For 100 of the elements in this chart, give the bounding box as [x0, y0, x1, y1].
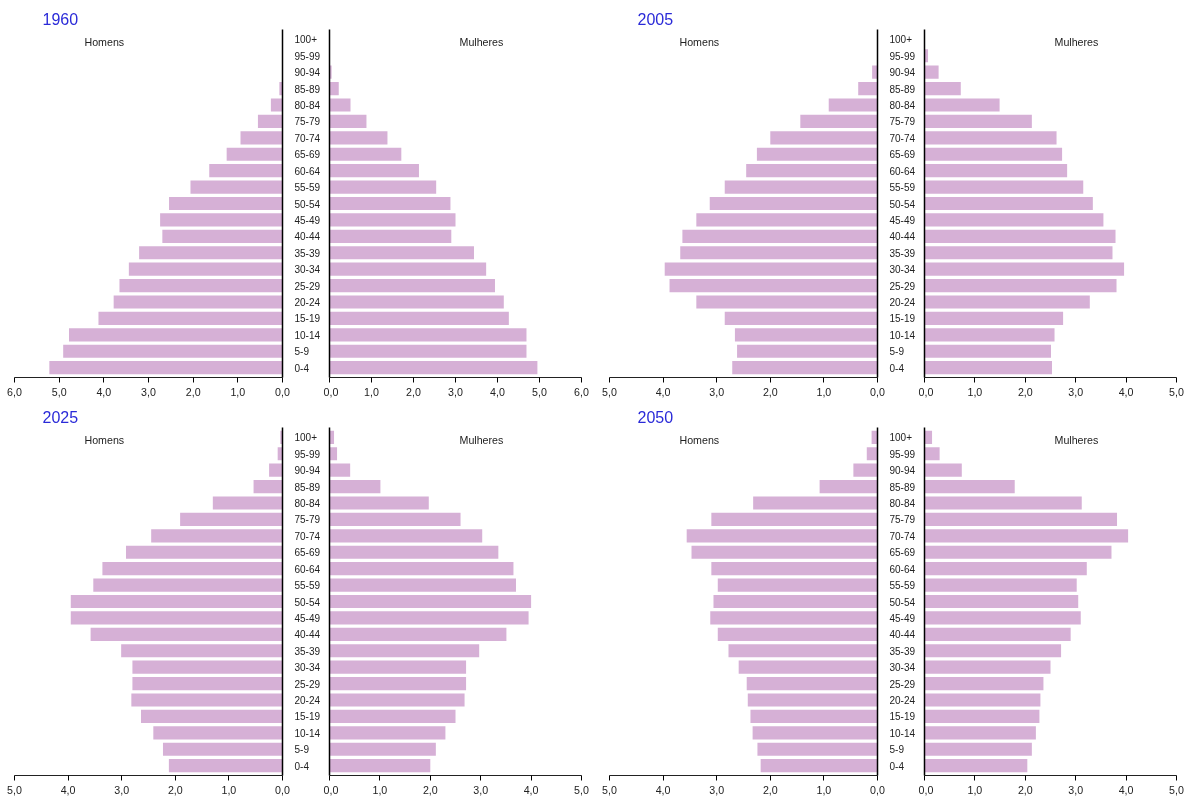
bar	[270, 98, 283, 112]
y-tick-label: 85-89	[889, 481, 916, 493]
bar	[924, 660, 1051, 674]
bar	[711, 562, 878, 576]
y-tick-label: 50-54	[294, 596, 321, 608]
bar	[329, 562, 514, 576]
bar	[710, 611, 878, 625]
bar	[329, 164, 419, 178]
y-tick-label: 5-9	[889, 744, 905, 756]
bar	[924, 529, 1129, 543]
y-tick-label: 45-49	[294, 214, 321, 226]
x-tick-label: 2,0	[185, 385, 201, 398]
y-tick-label: 25-29	[294, 678, 321, 690]
bar	[924, 480, 1015, 494]
y-tick-label: 75-79	[889, 116, 916, 128]
x-tick-label: 4,0	[655, 783, 671, 796]
y-tick-label: 50-54	[294, 198, 321, 210]
chart-title: 2050	[637, 408, 674, 426]
annotation: Mulheres	[459, 433, 504, 446]
bar	[151, 529, 283, 543]
y-tick-label: 10-14	[889, 727, 916, 739]
bar	[924, 361, 1053, 375]
y-tick-label: 95-99	[889, 50, 916, 62]
y-tick-label: 75-79	[294, 116, 321, 128]
y-tick-label: 95-99	[889, 448, 916, 460]
y-tick-label: 55-59	[294, 580, 321, 592]
y-tick-label: 95-99	[294, 50, 321, 62]
bar	[329, 611, 529, 625]
bar	[924, 114, 1032, 128]
y-tick-label: 85-89	[889, 83, 916, 95]
bar	[696, 213, 878, 227]
bar	[713, 594, 878, 609]
y-tick-label: 95-99	[294, 448, 321, 460]
y-tick-label: 40-44	[889, 629, 916, 641]
x-tick-label: 4,0	[490, 385, 505, 398]
bar	[800, 114, 878, 128]
bar	[329, 660, 467, 674]
bar	[70, 594, 283, 609]
x-tick-label: 1,0	[816, 783, 832, 796]
bar	[924, 65, 939, 79]
x-tick-label: 3,0	[1068, 783, 1084, 796]
bar	[93, 578, 283, 592]
bar	[329, 480, 381, 494]
bar	[680, 246, 878, 260]
y-tick-label: 30-34	[889, 662, 916, 674]
y-tick-label: 85-89	[294, 481, 321, 493]
bar	[924, 545, 1112, 559]
bar	[734, 328, 878, 342]
bar	[329, 262, 487, 276]
bar	[858, 82, 878, 96]
y-tick-label: 60-64	[294, 165, 321, 177]
bar	[132, 660, 283, 674]
bar	[153, 726, 283, 740]
bar	[737, 344, 878, 358]
y-tick-label: 45-49	[889, 214, 916, 226]
y-tick-label: 15-19	[294, 711, 321, 723]
annotation: Mulheres	[1054, 35, 1099, 48]
x-tick-label: 1,0	[221, 783, 237, 796]
bar	[329, 180, 437, 194]
annotation: Mulheres	[1054, 433, 1099, 446]
y-tick-label: 5-9	[889, 346, 905, 358]
x-tick-label: 0,0	[323, 385, 339, 398]
bar	[329, 644, 480, 658]
bar	[866, 447, 878, 461]
x-tick-label: 2,0	[762, 783, 778, 796]
y-tick-label: 35-39	[889, 247, 916, 259]
x-tick-label: 3,0	[448, 385, 463, 398]
y-tick-label: 10-14	[294, 329, 321, 341]
chart-title: 2005	[637, 10, 674, 28]
x-tick-label: 4,0	[1118, 783, 1134, 796]
y-tick-label: 0-4	[294, 760, 310, 772]
x-tick-label: 2,0	[406, 385, 421, 398]
bar	[329, 693, 465, 707]
y-tick-label: 70-74	[889, 530, 916, 542]
bar	[269, 463, 283, 477]
y-tick-label: 90-94	[889, 465, 916, 477]
bar	[728, 644, 878, 658]
bar	[756, 147, 878, 161]
bar	[747, 693, 878, 707]
y-tick-label: 100+	[889, 432, 913, 444]
x-tick-label: 3,0	[114, 783, 130, 796]
bar	[329, 65, 332, 79]
bar	[329, 98, 351, 112]
bar	[209, 164, 283, 178]
bar	[924, 131, 1057, 145]
bar	[709, 196, 878, 211]
bar	[190, 180, 283, 194]
bar	[160, 213, 283, 227]
y-tick-label: 65-69	[294, 149, 321, 161]
y-tick-label: 80-84	[889, 100, 916, 112]
bar	[924, 627, 1071, 641]
bar	[329, 529, 483, 543]
y-tick-label: 20-24	[889, 296, 916, 308]
x-tick-label: 5,0	[574, 783, 589, 796]
bar	[924, 430, 933, 444]
bar	[329, 328, 527, 342]
y-tick-label: 60-64	[889, 563, 916, 575]
y-tick-label: 45-49	[294, 612, 321, 624]
x-tick-label: 3,0	[473, 783, 489, 796]
bar	[329, 246, 474, 260]
